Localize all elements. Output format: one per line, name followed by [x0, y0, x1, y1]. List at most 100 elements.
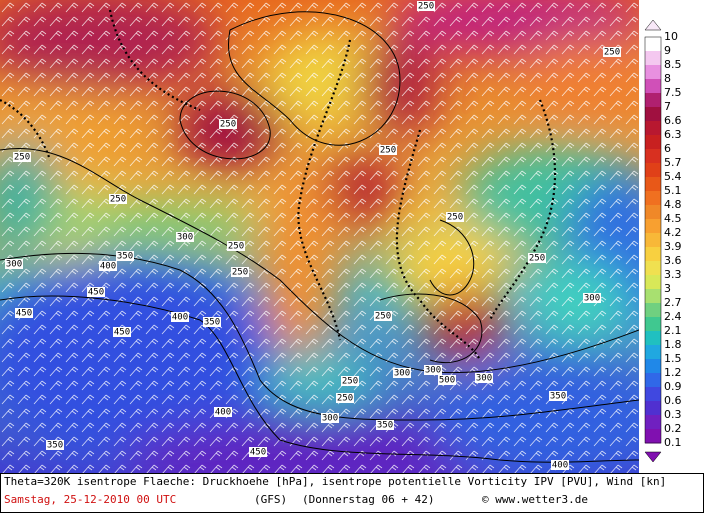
contour-label: 400	[100, 262, 116, 272]
contour-label: 250	[604, 48, 620, 58]
colorbar-segment	[645, 289, 661, 304]
colorbar-segment	[645, 135, 661, 150]
contour-label: 250	[529, 254, 545, 264]
colorbar-label: 1.2	[664, 366, 682, 379]
contour-label: 350	[47, 441, 63, 451]
contour-label: 500	[439, 376, 455, 386]
map-field	[0, 0, 639, 473]
contour-label-bg	[417, 1, 435, 11]
contour-label-bg	[583, 293, 601, 303]
contour-label: 400	[172, 313, 188, 323]
colorbar-segment	[645, 163, 661, 178]
footer-date: Samstag, 25-12-2010 00 UTC	[4, 493, 176, 506]
colorbar-label: 6.3	[664, 128, 682, 141]
contour-label: 450	[250, 448, 266, 458]
colorbar-label: 5.7	[664, 156, 682, 169]
colorbar-segment	[645, 37, 661, 52]
contour-label: 400	[552, 461, 568, 471]
contour-label-bg	[424, 365, 442, 375]
contour-label-bg	[5, 259, 23, 269]
colorbar-segment	[645, 177, 661, 192]
colorbar-label: 9	[664, 44, 671, 57]
colorbar-segment	[645, 205, 661, 220]
colorbar-label: 4.5	[664, 212, 682, 225]
contour-label: 250	[228, 242, 244, 252]
colorbar-segment	[645, 93, 661, 108]
contour-label: 450	[114, 328, 130, 338]
colorbar-label: 6	[664, 142, 671, 155]
contour-label: 250	[342, 377, 358, 387]
contour-label-bg	[46, 440, 64, 450]
contour-label-bg	[249, 447, 267, 457]
colorbar-segment	[645, 149, 661, 164]
contour-label-bg	[438, 375, 456, 385]
contour-label: 250	[232, 268, 248, 278]
colorbar-label: 8	[664, 72, 671, 85]
contour-label: 250	[14, 153, 30, 163]
contour-label: 350	[377, 421, 393, 431]
colorbar-label: 10	[664, 30, 678, 43]
colorbar-label: 3	[664, 282, 671, 295]
contour-label-bg	[551, 460, 569, 470]
colorbar-label: 1.5	[664, 352, 682, 365]
colorbar-label: 0.6	[664, 394, 682, 407]
contour-label: 350	[204, 318, 220, 328]
contour-label-bg	[336, 393, 354, 403]
colorbar-segment	[645, 387, 661, 402]
contour-label-bg	[214, 407, 232, 417]
contour-label-bg	[13, 152, 31, 162]
contour-label-bg	[321, 413, 339, 423]
colorbar-segment	[645, 401, 661, 416]
contour-label-bg	[109, 194, 127, 204]
contour-label: 450	[88, 288, 104, 298]
colorbar-label: 1.8	[664, 338, 682, 351]
contour-label-bg	[15, 308, 33, 318]
footer-model: (GFS)	[254, 493, 287, 506]
colorbar-segment	[645, 219, 661, 234]
colorbar-segment	[645, 275, 661, 290]
colorbar-label: 4.8	[664, 198, 682, 211]
colorbar-segment	[645, 415, 661, 430]
contour-label: 450	[16, 309, 32, 319]
contour-label-bg	[116, 251, 134, 261]
contour-label-bg	[446, 212, 464, 222]
colorbar-label: 3.3	[664, 268, 682, 281]
colorbar-label: 0.2	[664, 422, 682, 435]
contour-label: 300	[177, 233, 193, 243]
colorbar-label: 6.6	[664, 114, 682, 127]
colorbar-label: 7.5	[664, 86, 682, 99]
colorbar-arrow-top	[644, 19, 662, 31]
contour-label: 300	[394, 369, 410, 379]
contour-label: 350	[117, 252, 133, 262]
contour-label-bg	[603, 47, 621, 57]
colorbar-label: 8.5	[664, 58, 682, 71]
contour-label: 300	[425, 366, 441, 376]
contour-label: 250	[110, 195, 126, 205]
contour-label-bg	[379, 145, 397, 155]
contour-label-bg	[549, 391, 567, 401]
colorbar-label: 4.2	[664, 226, 682, 239]
contour-label-bg	[227, 241, 245, 251]
contour-label-bg	[87, 287, 105, 297]
colorbar-label: 2.7	[664, 296, 682, 309]
colorbar-segment	[645, 65, 661, 80]
contour-label-bg	[528, 253, 546, 263]
contour-label: 250	[375, 312, 391, 322]
contour-label-bg	[374, 311, 392, 321]
contour-label: 250	[418, 2, 434, 12]
colorbar-segment	[645, 303, 661, 318]
contour-label-bg	[176, 232, 194, 242]
colorbar-label: 7	[664, 100, 671, 113]
colorbar-label: 2.1	[664, 324, 682, 337]
colorbar-segment	[645, 79, 661, 94]
colorbar-segment	[645, 247, 661, 262]
colorbar-segment	[645, 373, 661, 388]
contour-label: 300	[584, 294, 600, 304]
contour-label-bg	[231, 267, 249, 277]
colorbar-label: 0.3	[664, 408, 682, 421]
contour-label-bg	[376, 420, 394, 430]
contour-label: 300	[322, 414, 338, 424]
colorbar-label: 0.1	[664, 436, 682, 449]
